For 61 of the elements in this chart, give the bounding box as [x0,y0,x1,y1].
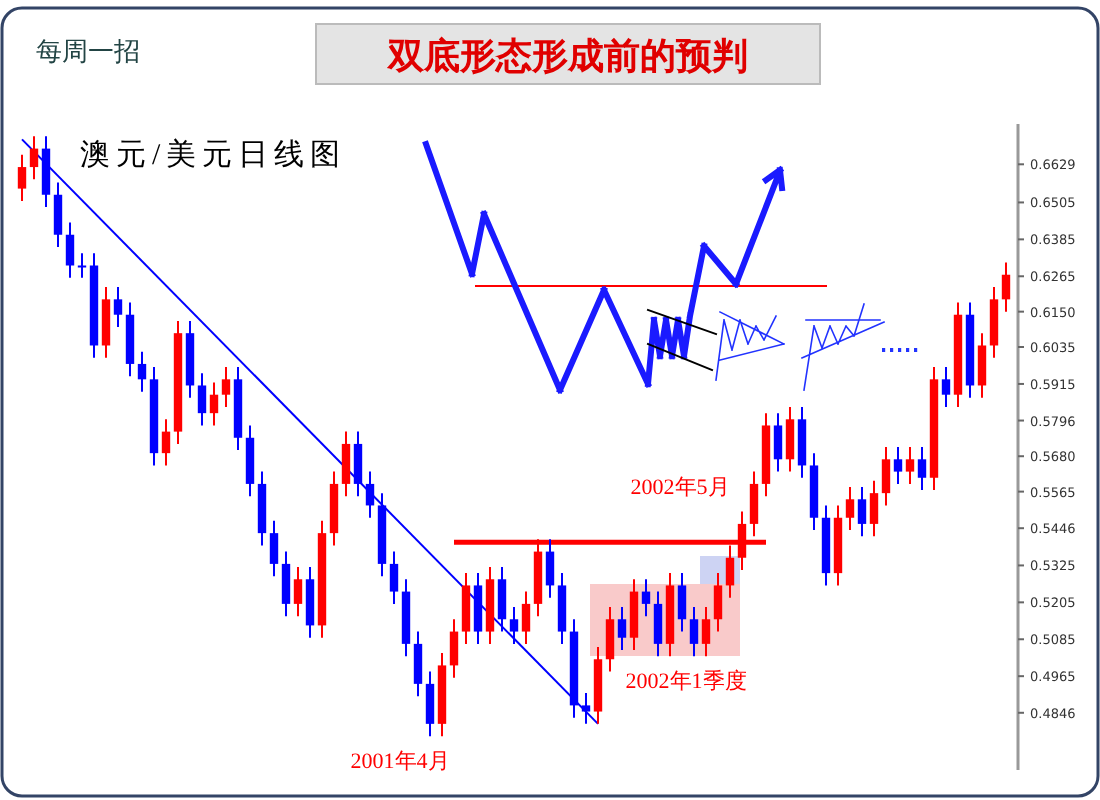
candlestick [1001,261,1011,313]
candlestick [713,572,723,633]
candlestick [101,286,111,359]
candlestick [605,605,615,673]
candlestick [617,605,627,652]
candlestick [701,605,711,658]
candlestick [161,418,171,467]
candlestick [305,565,315,639]
candlestick [113,286,123,329]
candlestick [785,406,795,473]
candlestick [521,590,531,645]
annotation: 2002年5月 [630,476,730,500]
candlestick [293,565,303,618]
candlestick [413,630,423,698]
candlestick [473,572,483,645]
candlestick [689,605,699,658]
candlestick [209,381,219,427]
candlestick [845,485,855,532]
chart-title: 双底形态形成前的预判 [386,36,748,76]
candlestick [749,470,759,538]
candlestick [653,590,663,658]
candlestick [365,470,375,519]
candlestick [905,446,915,485]
candlestick [77,252,87,279]
candlestick [461,572,471,645]
candlestick [917,446,927,492]
candlestick [545,538,555,599]
candlestick [989,286,999,359]
chart-subtitle: 每周一招 [36,36,140,66]
candlestick [497,565,507,633]
candlestick [449,618,459,679]
candlestick [509,605,519,645]
candlestick [557,572,567,645]
candlestick [341,430,351,498]
candlestick [797,406,807,479]
candlestick [245,424,255,498]
candlestick [977,332,987,399]
candlestick [269,519,279,578]
candlestick [389,550,399,605]
candlestick [641,578,651,618]
candlestick [17,153,27,202]
annotation: 2001年4月 [350,750,450,774]
candlestick [137,350,147,393]
annotation: 澳元/美元日线图 [80,138,347,172]
candlestick [425,670,435,738]
candlestick [941,366,951,409]
candlestick [773,412,783,473]
candlestick [221,366,231,409]
candlestick [893,446,903,485]
candlestick [353,430,363,498]
candlestick [869,479,879,538]
candlestick [65,221,75,279]
candlestick [53,181,63,249]
candlestick [281,550,291,618]
candlestick [677,572,687,633]
candlestick [857,485,867,538]
candlestick [881,446,891,507]
candlestick [197,372,207,427]
candlestick [629,578,639,652]
annotation: 2002年1季度 [625,668,747,694]
candlestick [29,135,39,181]
